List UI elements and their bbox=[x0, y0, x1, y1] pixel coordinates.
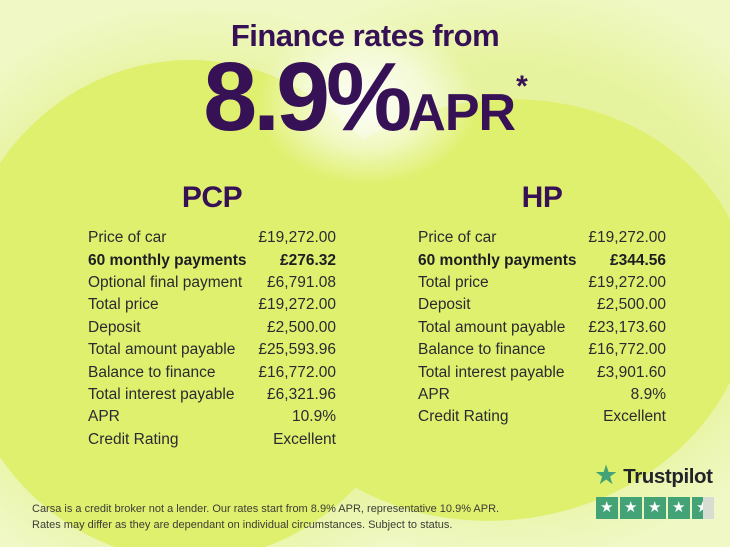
finance-row: Deposit £2,500.00 bbox=[88, 317, 336, 339]
finance-row: Price of car £19,272.00 bbox=[88, 227, 336, 249]
finance-row-value: £23,173.60 bbox=[588, 318, 666, 336]
finance-row: APR 8.9% bbox=[418, 384, 666, 406]
finance-row-value: Excellent bbox=[273, 430, 336, 448]
headline-rate: 8.9%APR* bbox=[0, 46, 730, 148]
hp-finance-table: HP Price of car £19,272.00 60 monthly paym… bbox=[418, 181, 666, 429]
finance-row-label: Total interest payable bbox=[418, 363, 565, 381]
finance-row: Total interest payable £6,321.96 bbox=[88, 384, 336, 406]
finance-row-value: £19,272.00 bbox=[588, 229, 666, 247]
finance-row-value: £344.56 bbox=[609, 251, 666, 269]
finance-row: APR 10.9% bbox=[88, 406, 336, 428]
star-icon: ★ bbox=[648, 499, 662, 517]
legal-disclaimer: Carsa is a credit broker not a lender. O… bbox=[32, 502, 499, 533]
rate-unit: APR bbox=[408, 84, 516, 142]
star-icon: ★ bbox=[624, 499, 638, 517]
finance-row-label: APR bbox=[418, 385, 450, 403]
finance-row: Price of car £19,272.00 bbox=[418, 227, 666, 249]
star-empty-portion bbox=[702, 497, 714, 519]
star-icon: ★ bbox=[600, 499, 614, 517]
finance-row-value: £19,272.00 bbox=[258, 229, 336, 247]
finance-row-value: Excellent bbox=[603, 408, 666, 426]
hp-table-title: HP bbox=[521, 181, 563, 214]
disclaimer-line-1: Carsa is a credit broker not a lender. O… bbox=[32, 503, 500, 515]
finance-row-value: £2,500.00 bbox=[267, 318, 336, 336]
pcp-finance-table: PCP Price of car £19,272.00 60 monthly pay… bbox=[88, 181, 336, 451]
rating-star-box: ★ bbox=[692, 497, 714, 519]
finance-row-label: Total amount payable bbox=[88, 341, 236, 359]
trustpilot-widget[interactable]: ★ Trustpilot ★ ★ ★ ★ ★ bbox=[594, 460, 720, 519]
finance-row-value: £6,321.96 bbox=[267, 385, 336, 403]
rating-star-box: ★ bbox=[644, 497, 666, 519]
finance-row-value: £276.32 bbox=[279, 251, 336, 269]
finance-row-value: £25,593.96 bbox=[258, 341, 336, 359]
finance-row-label: Total price bbox=[88, 296, 159, 314]
pcp-table-rows: Price of car £19,272.00 60 monthly payment… bbox=[88, 227, 336, 451]
finance-row: Balance to finance £16,772.00 bbox=[418, 339, 666, 361]
finance-row: Total amount payable £25,593.96 bbox=[88, 339, 336, 361]
finance-row-label: 60 monthly payments bbox=[418, 251, 577, 269]
pcp-table-title: PCP bbox=[181, 181, 243, 214]
rate-footnote-asterisk: * bbox=[516, 70, 528, 103]
finance-row: Optional final payment £6,791.08 bbox=[88, 272, 336, 294]
finance-row: 60 monthly payments £344.56 bbox=[418, 249, 666, 271]
finance-row-label: Credit Rating bbox=[88, 430, 179, 448]
finance-row-label: Balance to finance bbox=[418, 341, 546, 359]
finance-row-value: £19,272.00 bbox=[588, 273, 666, 291]
finance-row: Deposit £2,500.00 bbox=[418, 294, 666, 316]
finance-row: 60 monthly payments £276.32 bbox=[88, 249, 336, 271]
rating-star-box: ★ bbox=[668, 497, 690, 519]
trustpilot-rating-stars: ★ ★ ★ ★ ★ bbox=[596, 497, 720, 519]
finance-row-label: Balance to finance bbox=[88, 363, 216, 381]
finance-row: Balance to finance £16,772.00 bbox=[88, 361, 336, 383]
finance-row: Total interest payable £3,901.60 bbox=[418, 361, 666, 383]
finance-row-value: £16,772.00 bbox=[588, 341, 666, 359]
trustpilot-logo: ★ Trustpilot bbox=[594, 460, 720, 490]
finance-row: Total amount payable £23,173.60 bbox=[418, 317, 666, 339]
finance-row-label: Total amount payable bbox=[418, 318, 566, 336]
finance-row-value: 8.9% bbox=[630, 385, 666, 403]
finance-row: Total price £19,272.00 bbox=[418, 272, 666, 294]
finance-row: Credit Rating Excellent bbox=[88, 429, 336, 451]
banner-title: Finance rates from bbox=[230, 18, 500, 53]
finance-row-value: £3,901.60 bbox=[597, 363, 666, 381]
finance-row-value: £6,791.08 bbox=[267, 273, 336, 291]
finance-row-value: £16,772.00 bbox=[258, 363, 336, 381]
finance-row-value: £2,500.00 bbox=[597, 296, 666, 314]
finance-row-label: Total interest payable bbox=[88, 385, 235, 403]
finance-row-label: APR bbox=[88, 408, 120, 426]
rating-star-box: ★ bbox=[596, 497, 618, 519]
finance-row: Credit Rating Excellent bbox=[418, 406, 666, 428]
rating-star-box: ★ bbox=[620, 497, 642, 519]
star-icon: ★ bbox=[672, 499, 686, 517]
trustpilot-star-icon: ★ bbox=[594, 460, 619, 490]
finance-row-label: Optional final payment bbox=[88, 273, 243, 291]
finance-row-label: Price of car bbox=[88, 229, 167, 247]
finance-row-label: Deposit bbox=[418, 296, 471, 314]
finance-row-label: 60 monthly payments bbox=[88, 251, 247, 269]
disclaimer-line-2: Rates may differ as they are dependant o… bbox=[32, 518, 453, 531]
hp-table-rows: Price of car £19,272.00 60 monthly payment… bbox=[418, 227, 666, 429]
center-light-glow bbox=[252, 18, 482, 188]
rate-value: 8.9% bbox=[203, 42, 412, 151]
finance-row-value: £19,272.00 bbox=[258, 296, 336, 314]
finance-row-label: Deposit bbox=[88, 318, 141, 336]
finance-row-label: Total price bbox=[418, 273, 489, 291]
finance-row: Total price £19,272.00 bbox=[88, 294, 336, 316]
finance-row-label: Credit Rating bbox=[418, 408, 509, 426]
finance-row-label: Price of car bbox=[418, 229, 497, 247]
finance-row-value: 10.9% bbox=[292, 408, 336, 426]
trustpilot-brand-text: Trustpilot bbox=[623, 464, 713, 488]
